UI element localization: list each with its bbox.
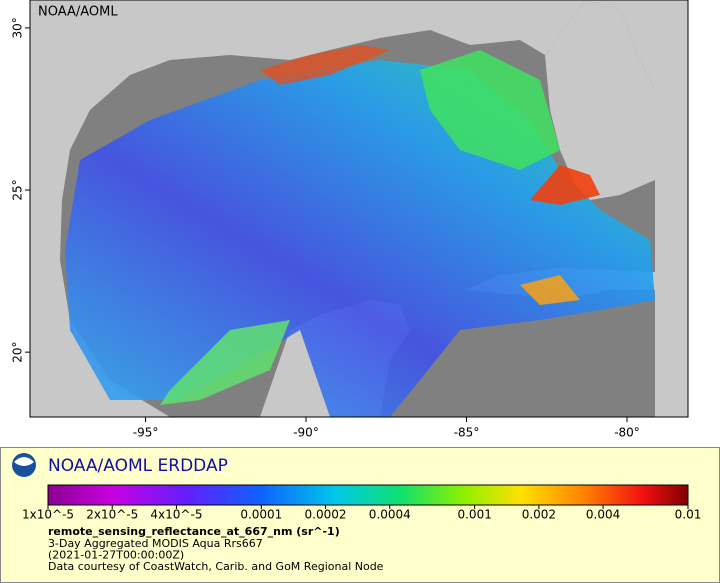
brand: NOAA/AOML ERDDAP xyxy=(48,456,228,476)
colorbar-tick-label: 0.0002 xyxy=(305,508,347,522)
legend-line: Data courtesy of CoastWatch, Carib. and … xyxy=(48,560,384,573)
data-swath xyxy=(520,275,580,305)
data-swath xyxy=(260,45,390,85)
data-swath xyxy=(530,165,600,205)
colorbar-tick-label: 2x10^-5 xyxy=(86,508,138,522)
florida xyxy=(545,0,655,200)
colorbar-tick-label: 0.01 xyxy=(675,508,702,522)
colorbar-tick-label: 0.0001 xyxy=(240,508,282,522)
data-swath xyxy=(420,50,560,170)
watermark: NOAA/AOML xyxy=(38,5,118,20)
map: NOAA/AOML xyxy=(29,0,689,418)
logo xyxy=(12,453,36,477)
colorbar-tick-label: 0.002 xyxy=(522,508,556,522)
lon-tick-label: -85° xyxy=(454,426,480,440)
data-swath xyxy=(160,320,290,405)
colorbar-tick-label: 0.0004 xyxy=(369,508,411,522)
land xyxy=(30,0,585,417)
legend-line: (2021-01-27T00:00:00Z) xyxy=(48,549,184,562)
lon-tick-label: -95° xyxy=(133,426,159,440)
lat-tick-label: 25° xyxy=(11,179,25,200)
lon-tick-label: -80° xyxy=(614,426,640,440)
colorbar-tick-label: 1x10^-5 xyxy=(22,508,74,522)
lon-tick-label: -90° xyxy=(293,426,319,440)
colorbar-tick-label: 0.004 xyxy=(586,508,620,522)
variable: remote_sensing_reflectance_at_667_nm (sr… xyxy=(48,525,340,538)
colorbar-tick-label: 4x10^-5 xyxy=(150,508,202,522)
map-frame xyxy=(29,0,689,418)
lat-tick-label: 30° xyxy=(11,17,25,38)
colorbar xyxy=(47,484,689,506)
legend-line: 3-Day Aggregated MODIS Aqua Rrs667 xyxy=(48,537,263,550)
colorbar-tick-label: 0.001 xyxy=(457,508,491,522)
lat-tick-label: 20° xyxy=(11,342,25,363)
